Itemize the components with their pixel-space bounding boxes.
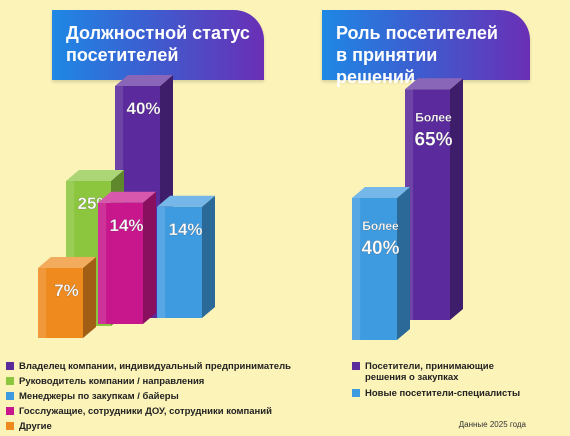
bar-top bbox=[66, 170, 124, 181]
bar-top bbox=[98, 191, 156, 203]
bar-highlight bbox=[352, 198, 361, 340]
bar bbox=[98, 202, 143, 324]
right-title-line-2: в принятии решений bbox=[336, 45, 438, 87]
footnote: Данные 2025 года bbox=[458, 420, 526, 429]
legend-label: Госслужащие, сотрудники ДОУ, сотрудники … bbox=[19, 406, 272, 417]
bar-side bbox=[143, 191, 156, 324]
right-legend: Посетители, принимающие решения о закупка… bbox=[352, 361, 552, 404]
bar-side bbox=[83, 257, 96, 338]
bar-highlight bbox=[98, 202, 107, 324]
bar-top bbox=[157, 195, 215, 207]
data-label: Более bbox=[415, 110, 452, 124]
right-chart-title: Роль посетителей в принятии решений bbox=[322, 10, 530, 87]
bar-side bbox=[397, 187, 410, 340]
legend-swatch bbox=[6, 407, 14, 415]
bar-side bbox=[450, 78, 463, 320]
legend-item: Менеджеры по закупкам / байеры bbox=[6, 391, 316, 402]
left-chart-title: Должностной статус посетителей bbox=[52, 10, 264, 80]
legend-label: Новые посетители-специалисты bbox=[365, 388, 521, 399]
bar-top bbox=[405, 78, 463, 90]
legend-item: Руководитель компании / направления bbox=[6, 376, 316, 387]
data-label: 14% bbox=[168, 220, 202, 239]
bar bbox=[157, 206, 202, 318]
bar-top bbox=[115, 75, 173, 86]
legend-label: Руководитель компании / направления bbox=[19, 376, 205, 387]
bar-highlight bbox=[66, 181, 75, 326]
data-label: 40% bbox=[126, 99, 160, 118]
legend-label: Другие bbox=[19, 421, 52, 432]
bar-top bbox=[38, 257, 96, 268]
bar bbox=[405, 89, 450, 320]
legend-swatch bbox=[352, 362, 360, 370]
legend-swatch bbox=[352, 389, 360, 397]
data-label: 65% bbox=[414, 129, 452, 150]
left-title-line-2: посетителей bbox=[66, 45, 179, 65]
bar-highlight bbox=[38, 268, 47, 338]
legend-item: Другие bbox=[6, 421, 316, 432]
legend-item: Посетители, принимающие решения о закупка… bbox=[352, 361, 552, 383]
data-label: 40% bbox=[361, 238, 399, 259]
legend-label: Менеджеры по закупкам / байеры bbox=[19, 391, 179, 402]
data-label: 14% bbox=[109, 216, 143, 235]
legend-item: Госслужащие, сотрудники ДОУ, сотрудники … bbox=[6, 406, 316, 417]
bar bbox=[352, 198, 397, 340]
legend-item: Новые посетители-специалисты bbox=[352, 388, 552, 399]
legend-label-line: решения о закупках bbox=[365, 372, 459, 383]
data-label: 7% bbox=[54, 281, 79, 300]
legend-label: Посетители, принимающие решения о закупка… bbox=[365, 361, 494, 383]
bar-side bbox=[202, 195, 215, 318]
legend-label-line: Посетители, принимающие bbox=[365, 361, 494, 372]
bar-highlight bbox=[157, 206, 166, 318]
bar-top bbox=[352, 187, 410, 198]
legend-label: Владелец компании, индивидуальный предпр… bbox=[19, 361, 291, 372]
left-title-line-1: Должностной статус bbox=[66, 23, 250, 43]
legend-swatch bbox=[6, 422, 14, 430]
data-label: Более bbox=[362, 219, 399, 233]
legend-swatch bbox=[6, 362, 14, 370]
legend-item: Владелец компании, индивидуальный предпр… bbox=[6, 361, 316, 372]
left-legend: Владелец компании, индивидуальный предпр… bbox=[6, 361, 316, 436]
legend-swatch bbox=[6, 377, 14, 385]
right-title-line-1: Роль посетителей bbox=[336, 23, 498, 43]
legend-swatch bbox=[6, 392, 14, 400]
bar bbox=[38, 268, 83, 338]
